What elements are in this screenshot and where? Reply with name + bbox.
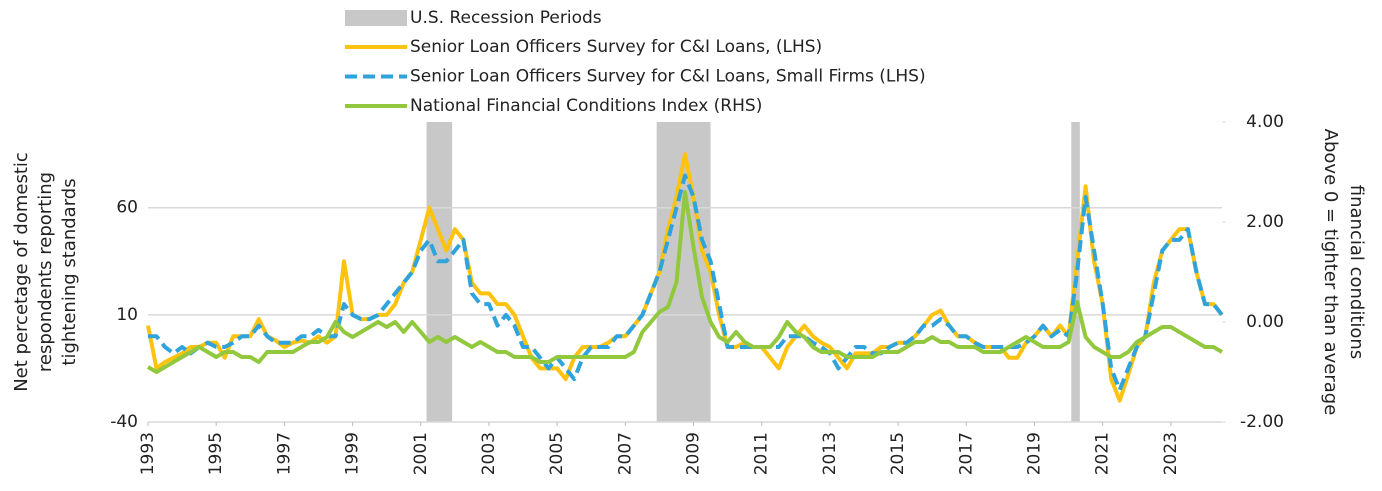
x-tick-label: 2007 [615,432,635,475]
x-tick-label: 2009 [684,432,704,475]
legend-label: U.S. Recession Periods [410,8,602,28]
series-line [146,190,1224,374]
x-tick-label: 2023 [1161,432,1181,475]
x-tick-label: 1993 [138,432,158,475]
x-tick-label: 2021 [1093,432,1113,475]
x-tick-label: 2005 [547,432,567,475]
y-tick-label: 60 [116,198,138,218]
y2-axis-label: Above 0 = tighter than average [1320,129,1341,416]
x-tick-label: 1995 [206,432,226,475]
y-tick-label: -40 [110,412,138,432]
recession-band [656,122,711,422]
y-axis-label: respondents reporting [35,172,56,372]
legend-swatch [345,10,407,26]
x-tick-label: 1999 [343,432,363,475]
x-tick-label: 2003 [479,432,499,475]
legend-label: Senior Loan Officers Survey for C&I Loan… [410,37,822,57]
legend-label: Senior Loan Officers Survey for C&I Loan… [410,67,926,87]
y-axis-label: Net percetage of domestic [11,152,32,392]
legend-label: National Financial Conditions Index (RHS… [410,96,762,116]
y2-tick-label: 4.00 [1246,112,1284,132]
x-tick-label: 2011 [752,432,772,475]
x-tick-label: 2001 [411,432,431,475]
x-tick-label: 2013 [820,432,840,475]
y2-axis-label: financial conditions [1346,185,1367,359]
y-axis-label: tightening standards [59,178,80,365]
x-tick-label: 1997 [274,432,294,475]
y-tick-label: 10 [116,305,138,325]
x-tick-label: 2017 [956,432,976,475]
y2-tick-label: 2.00 [1246,212,1284,232]
x-tick-label: 2015 [888,432,908,475]
y2-tick-label: 0.00 [1246,312,1284,332]
x-tick-label: 2019 [1024,432,1044,475]
recession-band [426,122,453,422]
y2-tick-label: -2.00 [1240,412,1284,432]
